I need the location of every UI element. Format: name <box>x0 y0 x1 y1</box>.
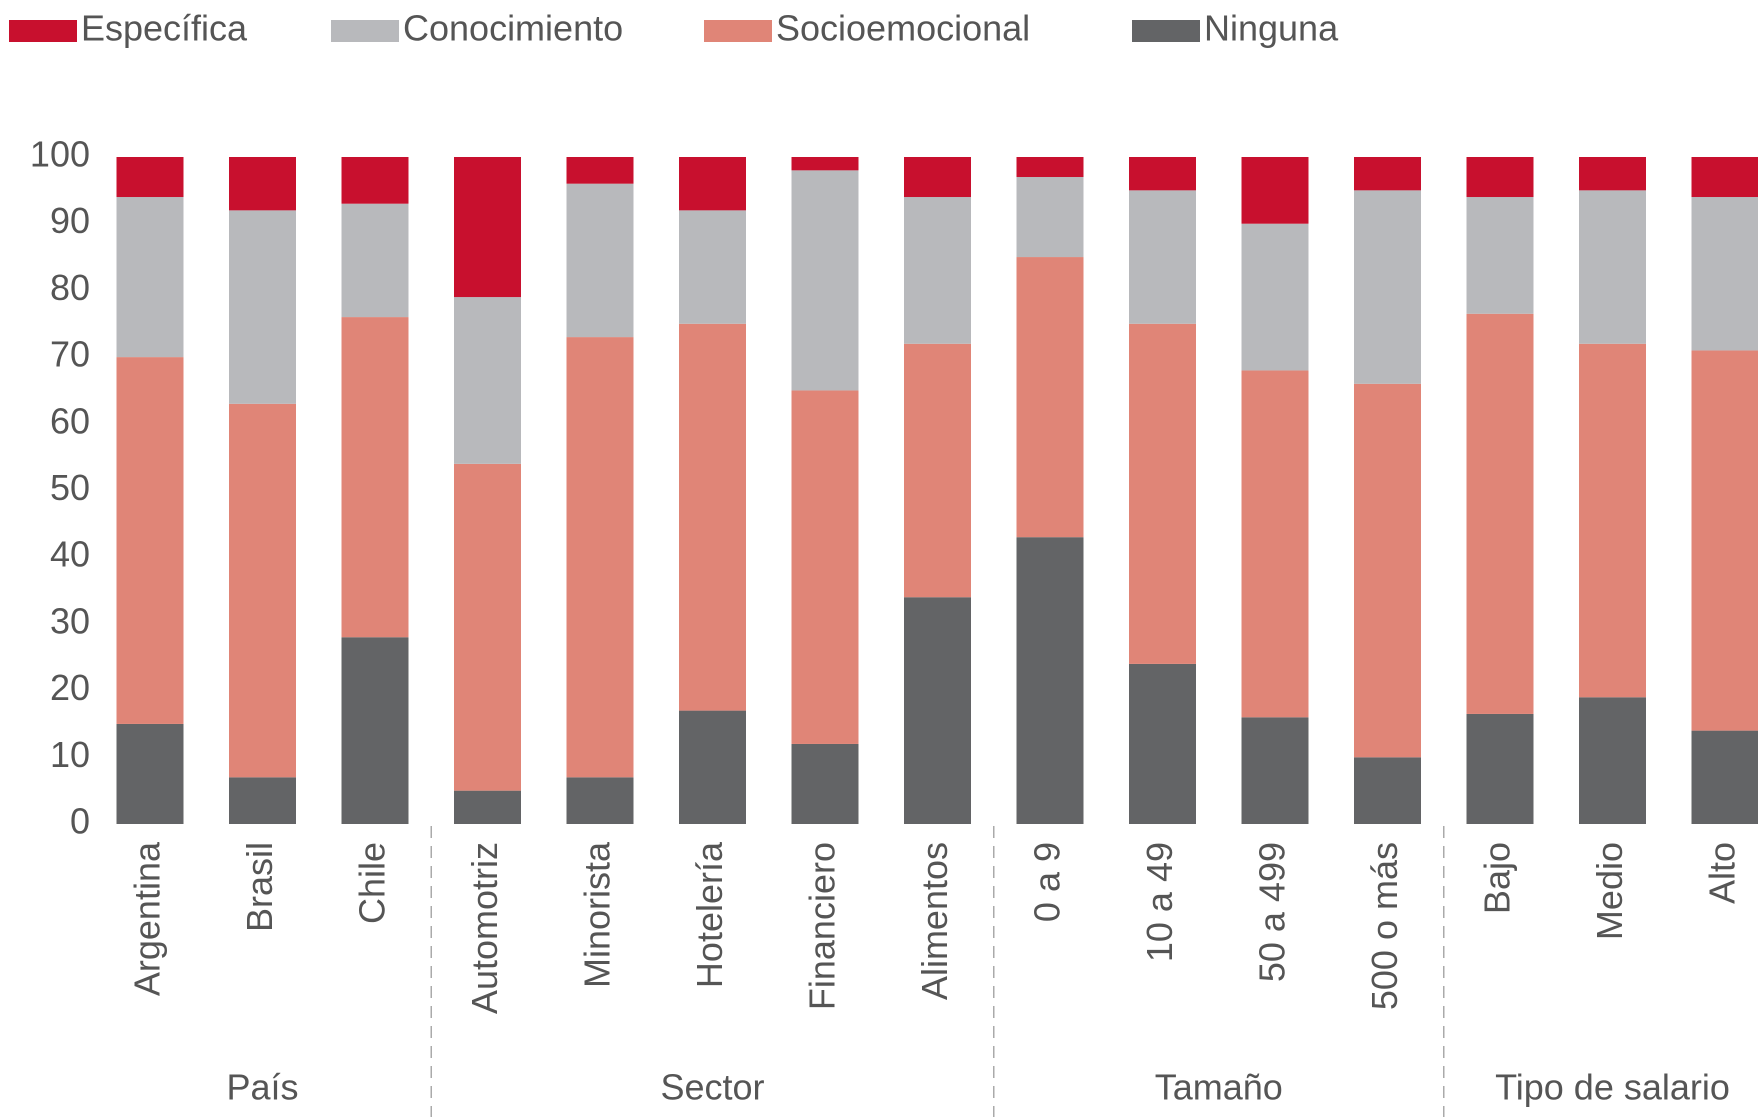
bar-segment <box>341 157 409 204</box>
x-tick-label: Bajo <box>1477 842 1518 914</box>
x-tick-label: Argentina <box>127 841 168 996</box>
x-tick-label: 500 o más <box>1364 842 1405 1010</box>
bar-segment <box>1579 157 1646 191</box>
bar-segment <box>1466 197 1534 314</box>
bar-segment <box>1466 713 1534 824</box>
bar-segment <box>1354 190 1421 384</box>
legend-label: Conocimiento <box>403 8 623 49</box>
y-tick-label: 70 <box>50 334 90 375</box>
bar-segment <box>791 743 859 824</box>
bar-segment <box>791 157 859 171</box>
bar-segment <box>116 723 184 824</box>
y-tick-label: 90 <box>50 200 90 241</box>
x-tick-label: Alto <box>1702 842 1743 904</box>
bar-segment <box>679 210 746 324</box>
x-tick-label: Medio <box>1589 842 1630 940</box>
bar-segment <box>116 357 184 724</box>
bar-segment <box>1129 323 1196 664</box>
bar-segment <box>679 157 746 211</box>
x-tick-label: 0 a 9 <box>1027 842 1068 922</box>
x-tick-label: 50 a 499 <box>1252 842 1293 982</box>
bar-segment <box>1466 313 1534 714</box>
bar-segment <box>566 183 634 338</box>
bar-segment <box>904 597 971 824</box>
y-tick-label: 60 <box>50 400 90 441</box>
bar-segment <box>1241 157 1309 224</box>
bar-segment <box>454 790 521 824</box>
bar-segment <box>566 777 634 824</box>
bar-segment <box>1691 730 1758 824</box>
bar-segment <box>1241 370 1309 718</box>
legend-label: Ninguna <box>1204 8 1339 49</box>
bar-segment <box>341 317 409 638</box>
group-label: País <box>226 1067 298 1108</box>
x-tick-label: Automotriz <box>464 842 505 1014</box>
bar-segment <box>1354 383 1421 758</box>
bar-segment <box>679 710 746 824</box>
y-tick-label: 30 <box>50 600 90 641</box>
bar-segment <box>1241 717 1309 824</box>
y-tick-label: 80 <box>50 267 90 308</box>
group-label: Sector <box>660 1067 764 1108</box>
bar-segment <box>1129 190 1196 324</box>
x-tick-label: 10 a 49 <box>1139 842 1180 962</box>
legend-swatch <box>331 20 399 42</box>
bar-segment <box>1691 350 1758 731</box>
bar-segment <box>1129 663 1196 824</box>
bar-segment <box>904 343 971 598</box>
bar-segment <box>679 323 746 711</box>
bar-segment <box>341 203 409 318</box>
bar-segment <box>1579 190 1646 344</box>
bar-segment <box>454 463 521 791</box>
legend-label: Específica <box>81 8 248 49</box>
x-tick-label: Chile <box>352 842 393 924</box>
bar-segment <box>791 390 859 744</box>
legend-swatch <box>1132 20 1200 42</box>
bar-segment <box>454 157 521 298</box>
y-tick-label: 50 <box>50 467 90 508</box>
bar-segment <box>341 637 409 824</box>
bar-segment <box>1354 157 1421 191</box>
bar-segment <box>116 197 184 358</box>
legend-swatch <box>9 20 77 42</box>
bar-segment <box>1016 177 1084 258</box>
group-label: Tipo de salario <box>1495 1067 1730 1108</box>
y-tick-label: 100 <box>30 134 90 175</box>
y-tick-label: 20 <box>50 667 90 708</box>
group-label: Tamaño <box>1155 1067 1283 1108</box>
x-tick-label: Brasil <box>239 842 280 932</box>
bar-segment <box>1579 343 1646 698</box>
bar-segment <box>566 157 634 184</box>
bar-segment <box>116 157 184 198</box>
bar-segment <box>1016 157 1084 178</box>
bar-segment <box>791 170 859 391</box>
bar-segment <box>229 777 296 824</box>
legend-label: Socioemocional <box>776 8 1030 49</box>
bar-segment <box>1466 157 1534 198</box>
bar-segment <box>229 403 296 778</box>
bar-segment <box>1016 537 1084 824</box>
x-tick-label: Hotelería <box>689 841 730 988</box>
y-tick-label: 10 <box>50 734 90 775</box>
bar-segment <box>1354 757 1421 824</box>
legend-swatch <box>704 20 772 42</box>
y-tick-label: 0 <box>70 801 90 842</box>
bar-segment <box>454 297 521 464</box>
bar-segment <box>904 157 971 198</box>
x-tick-label: Minorista <box>577 841 618 988</box>
bar-segment <box>1691 157 1758 198</box>
bar-segment <box>229 157 296 211</box>
bar-segment <box>1129 157 1196 191</box>
bar-segment <box>1691 197 1758 351</box>
bar-segment <box>904 197 971 344</box>
y-tick-label: 40 <box>50 534 90 575</box>
bar-segment <box>1016 257 1084 538</box>
x-tick-label: Financiero <box>802 842 843 1010</box>
bar-segment <box>229 210 296 404</box>
bar-segment <box>566 337 634 778</box>
x-tick-label: Alimentos <box>914 842 955 1000</box>
bar-segment <box>1241 223 1309 371</box>
bar-segment <box>1579 697 1646 824</box>
